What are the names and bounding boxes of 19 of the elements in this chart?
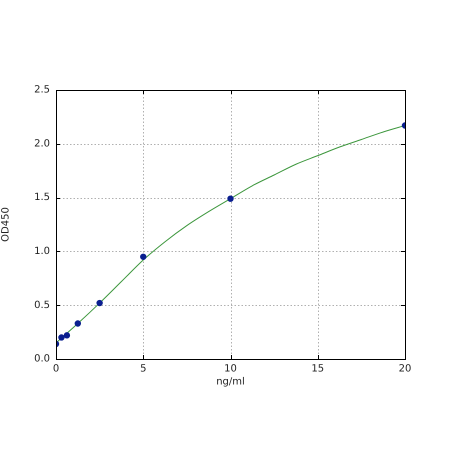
x-tick-label: 5 [140,364,146,375]
y-axis-title: OD450 [0,207,12,242]
x-tick-label: 10 [224,364,237,375]
y-tick-label: 0.0 [34,354,50,365]
point [96,300,103,306]
point [140,254,146,260]
y-tick-label: 2.0 [34,138,50,150]
x-tick-label: 20 [398,364,412,375]
x-tick-label: 0 [52,364,60,375]
x-axis-title: ng/ml [216,376,245,388]
point [58,334,65,341]
y-tick-label: 0.5 [34,300,50,311]
y-tick-label: 1.0 [34,246,50,257]
point [64,332,70,339]
x-tick-label: 15 [311,364,324,375]
y-tick-label: 2.5 [34,84,50,96]
y-tick-label: 1.5 [34,192,50,204]
point [227,195,234,202]
point [74,320,82,327]
